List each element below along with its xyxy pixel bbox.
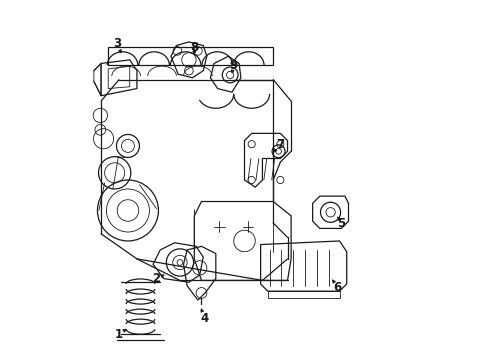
Text: 7: 7 <box>276 138 284 150</box>
Text: 9: 9 <box>229 59 237 72</box>
Text: 2: 2 <box>152 272 161 285</box>
Text: 8: 8 <box>190 41 198 54</box>
Text: 3: 3 <box>113 37 121 50</box>
Text: 4: 4 <box>201 311 209 325</box>
Text: 1: 1 <box>114 328 122 341</box>
Text: 6: 6 <box>333 281 341 294</box>
Text: 5: 5 <box>337 216 345 230</box>
